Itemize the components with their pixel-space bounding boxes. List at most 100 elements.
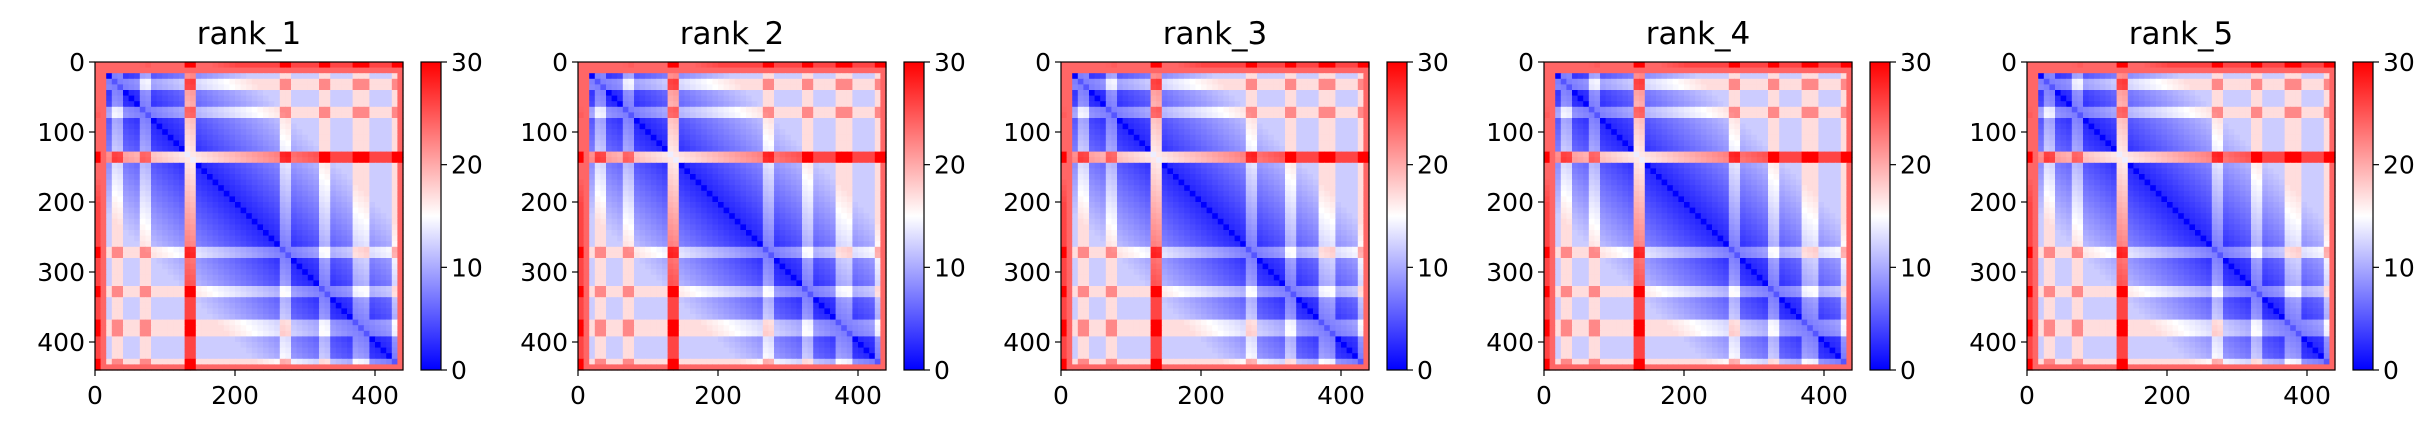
heatmap-cell bbox=[257, 174, 264, 181]
heatmap-cell bbox=[201, 84, 208, 91]
heatmap-cell bbox=[319, 202, 326, 209]
heatmap-cell bbox=[106, 302, 113, 309]
heatmap-cell bbox=[302, 308, 309, 315]
heatmap-cell bbox=[695, 73, 702, 80]
heatmap-cell bbox=[139, 151, 146, 158]
heatmap-cell bbox=[701, 207, 708, 214]
heatmap-cell bbox=[762, 118, 769, 125]
heatmap-cell bbox=[718, 246, 725, 253]
heatmap-cell bbox=[179, 280, 186, 287]
heatmap-cell bbox=[813, 179, 820, 186]
heatmap-cell bbox=[662, 134, 669, 141]
heatmap-cell bbox=[774, 73, 781, 80]
heatmap-cell bbox=[156, 118, 163, 125]
heatmap-cell bbox=[667, 101, 674, 108]
heatmap-cell bbox=[813, 162, 820, 169]
heatmap-cell bbox=[291, 196, 298, 203]
heatmap-cell bbox=[634, 230, 641, 237]
heatmap-cell bbox=[706, 162, 713, 169]
heatmap-cell bbox=[673, 174, 680, 181]
heatmap-cell bbox=[302, 258, 309, 265]
heatmap-cell bbox=[296, 151, 303, 158]
heatmap-cell bbox=[600, 241, 607, 248]
heatmap-cell bbox=[313, 174, 320, 181]
heatmap-cell bbox=[313, 207, 320, 214]
heatmap-cell bbox=[251, 123, 258, 130]
heatmap-cell bbox=[712, 235, 719, 242]
heatmap-cell bbox=[307, 62, 314, 69]
heatmap-cell bbox=[263, 179, 270, 186]
heatmap-cell bbox=[235, 179, 242, 186]
heatmap-cell bbox=[324, 291, 331, 298]
heatmap-cell bbox=[313, 280, 320, 287]
heatmap-cell bbox=[341, 185, 348, 192]
heatmap-cell bbox=[190, 302, 197, 309]
heatmap-cell bbox=[117, 106, 124, 113]
heatmap-cell bbox=[162, 269, 169, 276]
heatmap-cell bbox=[740, 213, 747, 220]
heatmap-cell bbox=[746, 241, 753, 248]
heatmap-cell bbox=[268, 196, 275, 203]
heatmap-cell bbox=[257, 252, 264, 259]
heatmap-cell bbox=[307, 364, 314, 371]
heatmap-cell bbox=[145, 106, 152, 113]
heatmap-cell bbox=[251, 263, 258, 270]
heatmap-cell bbox=[117, 67, 124, 74]
heatmap-cell bbox=[830, 224, 837, 231]
heatmap-cell bbox=[274, 129, 281, 136]
heatmap-cell bbox=[684, 185, 691, 192]
heatmap-cell bbox=[313, 134, 320, 141]
heatmap-cell bbox=[324, 157, 331, 164]
heatmap-cell bbox=[279, 314, 286, 321]
heatmap-cell bbox=[184, 185, 191, 192]
heatmap-cell bbox=[807, 230, 814, 237]
heatmap-cell bbox=[106, 314, 113, 321]
heatmap-cell bbox=[723, 112, 730, 119]
heatmap-cell bbox=[123, 196, 130, 203]
heatmap-cell bbox=[134, 62, 141, 69]
heatmap-cell bbox=[123, 358, 130, 365]
heatmap-cell bbox=[291, 62, 298, 69]
heatmap-cell bbox=[813, 73, 820, 80]
heatmap-cell bbox=[291, 263, 298, 270]
heatmap-cell bbox=[746, 235, 753, 242]
heatmap-cell bbox=[678, 230, 685, 237]
heatmap-cell bbox=[240, 308, 247, 315]
heatmap-cell bbox=[341, 258, 348, 265]
heatmap-cell bbox=[156, 140, 163, 147]
heatmap-cell bbox=[757, 101, 764, 108]
heatmap-cell bbox=[841, 174, 848, 181]
heatmap-cell bbox=[863, 146, 870, 153]
heatmap-cell bbox=[639, 207, 646, 214]
heatmap-cell bbox=[207, 185, 214, 192]
heatmap-cell bbox=[335, 230, 342, 237]
heatmap-cell bbox=[729, 84, 736, 91]
heatmap-cell bbox=[167, 224, 174, 231]
heatmap-cell bbox=[380, 157, 387, 164]
heatmap-cell bbox=[874, 67, 881, 74]
heatmap-cell bbox=[156, 78, 163, 85]
heatmap-cell bbox=[386, 269, 393, 276]
heatmap-cell bbox=[358, 73, 365, 80]
heatmap-cell bbox=[162, 106, 169, 113]
heatmap-cell bbox=[128, 185, 135, 192]
heatmap-cell bbox=[802, 241, 809, 248]
heatmap-cell bbox=[195, 95, 202, 102]
heatmap-cell bbox=[824, 90, 831, 97]
heatmap-cell bbox=[235, 174, 242, 181]
heatmap-cell bbox=[662, 230, 669, 237]
heatmap-cell bbox=[341, 134, 348, 141]
heatmap-cell bbox=[285, 112, 292, 119]
heatmap-cell bbox=[751, 185, 758, 192]
heatmap-cell bbox=[768, 241, 775, 248]
heatmap-cell bbox=[246, 319, 253, 326]
heatmap-cell bbox=[162, 112, 169, 119]
heatmap-cell bbox=[240, 123, 247, 130]
heatmap-cell bbox=[190, 196, 197, 203]
heatmap-cell bbox=[257, 314, 264, 321]
heatmap-cell bbox=[117, 179, 124, 186]
heatmap-cell bbox=[229, 67, 236, 74]
heatmap-cell bbox=[634, 241, 641, 248]
heatmap-cell bbox=[117, 286, 124, 293]
heatmap-cell bbox=[835, 62, 842, 69]
